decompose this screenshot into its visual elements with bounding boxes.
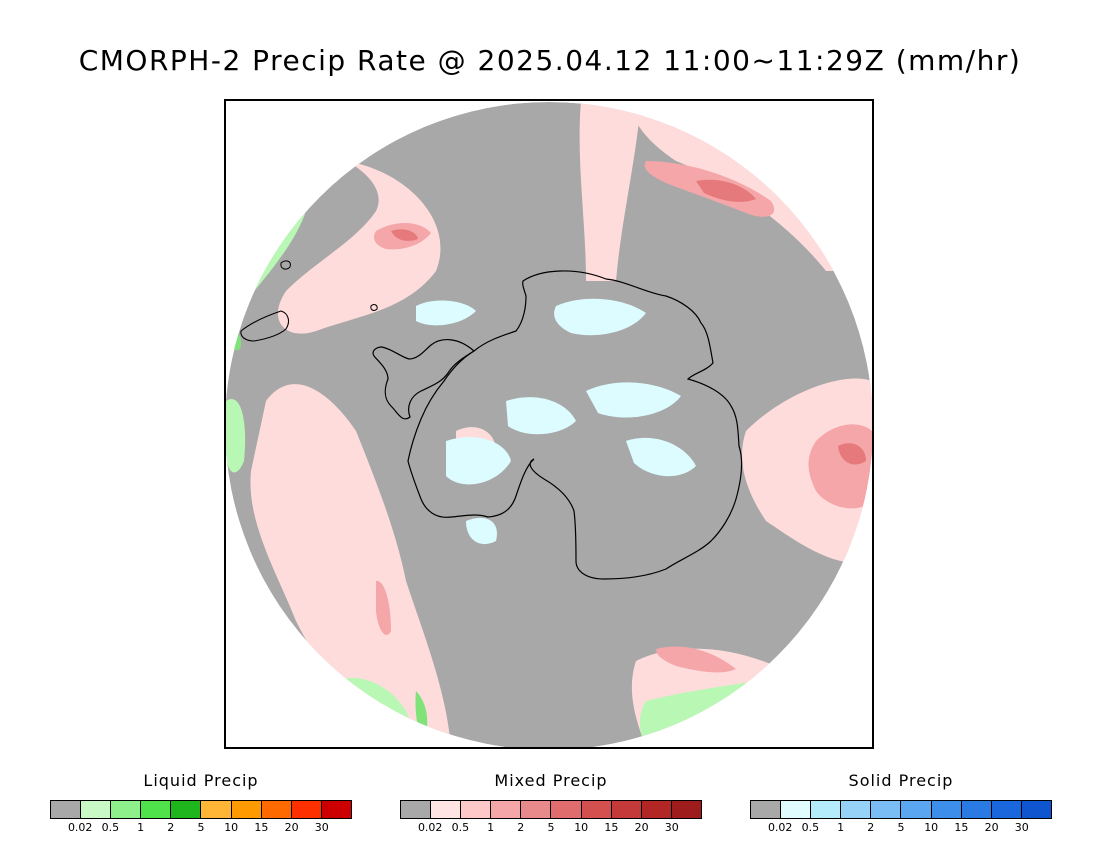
legend-tick-label: 1	[487, 821, 495, 834]
legend-swatch	[811, 801, 842, 818]
legend-tick-label: 5	[197, 821, 205, 834]
legend-tick-label: 30	[1014, 821, 1029, 834]
legend-swatch	[231, 801, 262, 818]
legend-tick-label: 2	[517, 821, 525, 834]
legend-swatch	[171, 801, 202, 818]
mixed-precip-heavy	[391, 179, 866, 465]
legend-swatch	[461, 801, 492, 818]
legend-tick-label: 0.5	[101, 821, 120, 834]
legend-swatch	[901, 801, 932, 818]
legend-swatch	[321, 801, 351, 818]
antarctica-coastline	[407, 270, 743, 580]
polar-map	[226, 102, 872, 747]
legend-mixed: Mixed Precip 0.02 0.5 1 2 5 10 15 20 30	[400, 771, 702, 835]
legend-swatch	[521, 801, 552, 818]
legend-swatch	[961, 801, 992, 818]
legend-tick-label: 5	[897, 821, 905, 834]
legend-title: Liquid Precip	[143, 771, 259, 790]
legend-swatch	[491, 801, 522, 818]
legend-tick-label: 15	[954, 821, 969, 834]
legend-swatch	[401, 801, 432, 818]
legend-tick-label: 10	[924, 821, 939, 834]
legend-tick-label: 10	[574, 821, 589, 834]
legend-tick-label: 20	[634, 821, 649, 834]
legend-swatch	[51, 801, 82, 818]
legend-swatch	[551, 801, 582, 818]
legend-swatch	[871, 801, 902, 818]
legend-color-bar	[400, 800, 702, 819]
legend-tick-label: 0.02	[417, 821, 443, 834]
legend-ticks: 0.02 0.5 1 2 5 10 15 20 30	[400, 821, 702, 835]
legend-swatch	[671, 801, 701, 818]
legend-swatch	[841, 801, 872, 818]
legend-tick-label: 10	[224, 821, 239, 834]
legend-swatch	[111, 801, 142, 818]
legend-tick-label: 30	[314, 821, 329, 834]
legend-swatch	[781, 801, 812, 818]
legend-swatch	[141, 801, 172, 818]
legend-liquid: Liquid Precip 0.02 0.5 1 2 5 10 15 20 30	[50, 771, 352, 835]
legend-tick-label: 0.5	[451, 821, 470, 834]
legend-color-bar	[50, 800, 352, 819]
legend-swatch	[261, 801, 292, 818]
legend-tick-label: 20	[284, 821, 299, 834]
legend-swatch	[81, 801, 112, 818]
antarctic-peninsula	[372, 339, 476, 420]
legend-tick-label: 0.02	[67, 821, 93, 834]
legend-solid: Solid Precip 0.02 0.5 1 2 5 10 15 20 30	[750, 771, 1052, 835]
legend-tick-label: 15	[604, 821, 619, 834]
legend-swatch	[581, 801, 612, 818]
legend-tick-label: 15	[254, 821, 269, 834]
falkland-islands	[370, 304, 378, 311]
legend-ticks: 0.02 0.5 1 2 5 10 15 20 30	[750, 821, 1052, 835]
legend-tick-label: 0.02	[767, 821, 793, 834]
legend-tick-label: 2	[867, 821, 875, 834]
legend-tick-label: 1	[137, 821, 145, 834]
legend-swatch	[611, 801, 642, 818]
legend-title: Mixed Precip	[494, 771, 608, 790]
legend-tick-label: 30	[664, 821, 679, 834]
south-georgia	[280, 260, 291, 270]
legend-color-bar	[750, 800, 1052, 819]
legend-title: Solid Precip	[848, 771, 954, 790]
legend-ticks: 0.02 0.5 1 2 5 10 15 20 30	[50, 821, 352, 835]
legend-tick-label: 20	[984, 821, 999, 834]
legend-swatch	[991, 801, 1022, 818]
legend-swatch	[201, 801, 232, 818]
map-frame	[224, 99, 874, 749]
legend-swatch	[931, 801, 962, 818]
page-title: CMORPH-2 Precip Rate @ 2025.04.12 11:00~…	[78, 44, 1022, 77]
legend-swatch	[431, 801, 462, 818]
legend-swatch	[641, 801, 672, 818]
legend-swatch	[751, 801, 782, 818]
solid-precip	[416, 298, 696, 545]
legend-tick-label: 1	[837, 821, 845, 834]
legend-tick-label: 0.5	[801, 821, 820, 834]
south-america-tip	[240, 310, 290, 342]
legend-tick-label: 2	[167, 821, 175, 834]
legend-tick-label: 5	[547, 821, 555, 834]
legend-swatch	[291, 801, 322, 818]
legend-swatch	[1021, 801, 1051, 818]
